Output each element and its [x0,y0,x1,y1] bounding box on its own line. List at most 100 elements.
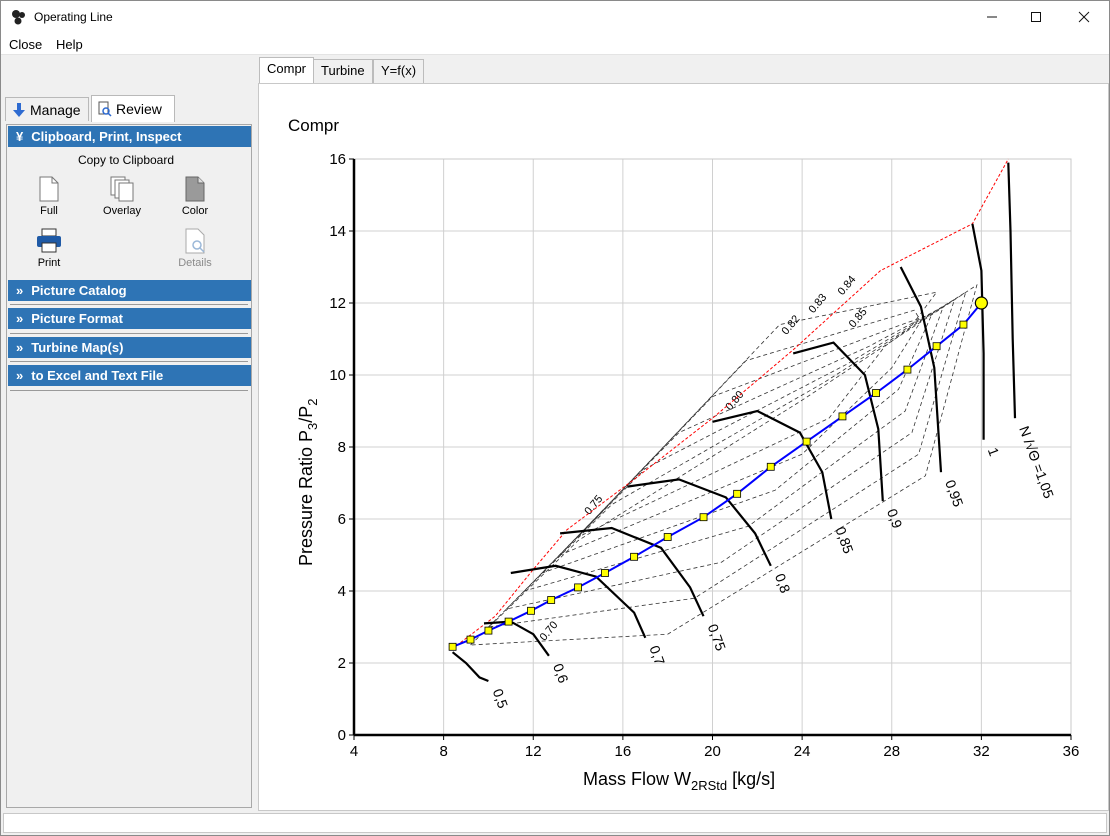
full-button[interactable]: Full [19,175,79,217]
tab-compr[interactable]: Compr [259,57,315,84]
x-tick-label: 32 [973,743,990,760]
document-icon [39,176,59,202]
speed-line [627,478,772,567]
overlay-label: Overlay [103,205,141,217]
title-bar: Operating Line [1,1,1109,33]
section-clipboard[interactable]: ¥ Clipboard, Print, Inspect [8,126,251,147]
tab-turbine[interactable]: Turbine [313,59,373,83]
inspect-document-icon [185,228,205,254]
speed-line-label: N /√Θ =1,05 [1016,424,1057,501]
speed-line [451,651,489,683]
review-panel: ¥ Clipboard, Print, Inspect Copy to Clipb… [6,124,252,808]
tab-manage-label: Manage [30,101,81,118]
operating-point-marker [932,342,941,351]
efficiency-label: 0.80 [724,389,747,413]
details-button[interactable]: Details [165,227,225,269]
efficiency-label: 0.83 [806,292,829,316]
clipboard-heading: Copy to Clipboard [77,153,175,167]
print-label: Print [37,257,61,269]
operating-point-marker [574,583,582,592]
tab-manage[interactable]: Manage [5,97,89,121]
speed-line [792,341,884,502]
speed-line [899,266,943,473]
section-turbine-maps[interactable]: » Turbine Map(s) [8,337,251,358]
efficiency-label: 0.70 [538,619,561,643]
speed-line-label: 0,9 [884,507,906,531]
operating-point-marker [504,617,513,626]
speed-line [1007,162,1017,419]
menu-help[interactable]: Help [56,37,83,52]
print-button[interactable]: Print [19,227,79,269]
separator [10,333,248,334]
speed-line-label: 0,85 [832,525,856,556]
operating-point-marker [802,437,811,446]
operating-point-marker [766,462,775,471]
operating-line-path [452,302,983,648]
overlay-button[interactable]: Overlay [92,175,152,217]
y-tick-label: 0 [338,727,346,744]
x-axis-label: Mass Flow W2RStd [kg/s] [583,769,775,793]
section-turbine-maps-label: Turbine Map(s) [31,340,124,355]
design-point-marker [974,296,988,310]
y-tick-label: 2 [338,655,346,672]
y-axis-label: Pressure Ratio P3/P2 [296,398,320,566]
x-tick-label: 12 [525,743,542,760]
x-tick-label: 4 [350,743,358,760]
tab-review-label: Review [116,101,162,117]
efficiency-label: 0.84 [836,274,859,298]
y-tick-label: 12 [329,295,346,312]
arrow-down-icon [13,102,25,117]
section-excel[interactable]: » to Excel and Text File [8,365,251,386]
efficiency-label: 0.85 [847,306,870,330]
right-pane: Compr Turbine Y=f(x) Compr 0.70 0.75 0.80 0… [257,57,1109,811]
printer-icon [37,228,61,253]
speed-line-label: 0,75 [705,622,729,653]
operating-point-marker [663,533,672,541]
collapse-icon: ¥ [16,129,24,144]
section-picture-format[interactable]: » Picture Format [8,308,251,329]
speed-line-label: 0,6 [550,661,572,685]
window-title: Operating Line [34,10,113,24]
color-button[interactable]: Color [165,175,225,217]
minimize-button[interactable] [969,1,1015,33]
details-label: Details [178,257,212,269]
close-button[interactable] [1061,1,1107,33]
efficiency-contour [470,284,978,646]
operating-point-marker [872,389,880,397]
operating-point-marker [547,596,556,604]
close-icon [1078,11,1090,23]
section-picture-catalog[interactable]: » Picture Catalog [8,280,251,301]
compressor-map-chart[interactable]: Compr 0.70 0.75 0.80 0.820.83 0.84 0.85 0,5 0,… [259,84,1108,810]
expand-icon: » [16,340,24,355]
x-tick-label: 36 [1063,743,1080,760]
maximize-button[interactable] [1013,1,1059,33]
section-excel-label: to Excel and Text File [31,368,164,383]
tab-yfx[interactable]: Y=f(x) [373,59,425,83]
x-tick-label: 8 [439,743,447,760]
expand-icon: » [16,368,24,383]
speed-line-label: 0,5 [490,687,512,711]
speed-line [559,526,705,617]
menu-close[interactable]: Close [9,37,43,52]
speed-line [712,409,833,520]
left-pane: Manage Review ¥ Clipboard, Print, Inspect… [1,57,253,811]
color-document-icon [185,176,205,202]
x-tick-label: 16 [615,743,632,760]
status-bar [3,813,1107,833]
operating-point-marker [838,412,847,421]
x-tick-label: 20 [704,743,721,760]
overlay-icon [110,176,134,202]
operating-line [448,296,988,651]
operating-point-marker [959,320,968,329]
efficiency-label: 0.82 [780,313,803,337]
y-tick-label: 14 [329,223,346,240]
y-tick-label: 4 [338,583,346,600]
section-clipboard-label: Clipboard, Print, Inspect [31,129,182,144]
operating-point-marker [903,365,912,374]
chart-title: Compr [288,116,339,135]
tab-review[interactable]: Review [91,95,175,122]
efficiency-label: 0.75 [582,493,605,517]
efficiency-contour [541,313,933,574]
